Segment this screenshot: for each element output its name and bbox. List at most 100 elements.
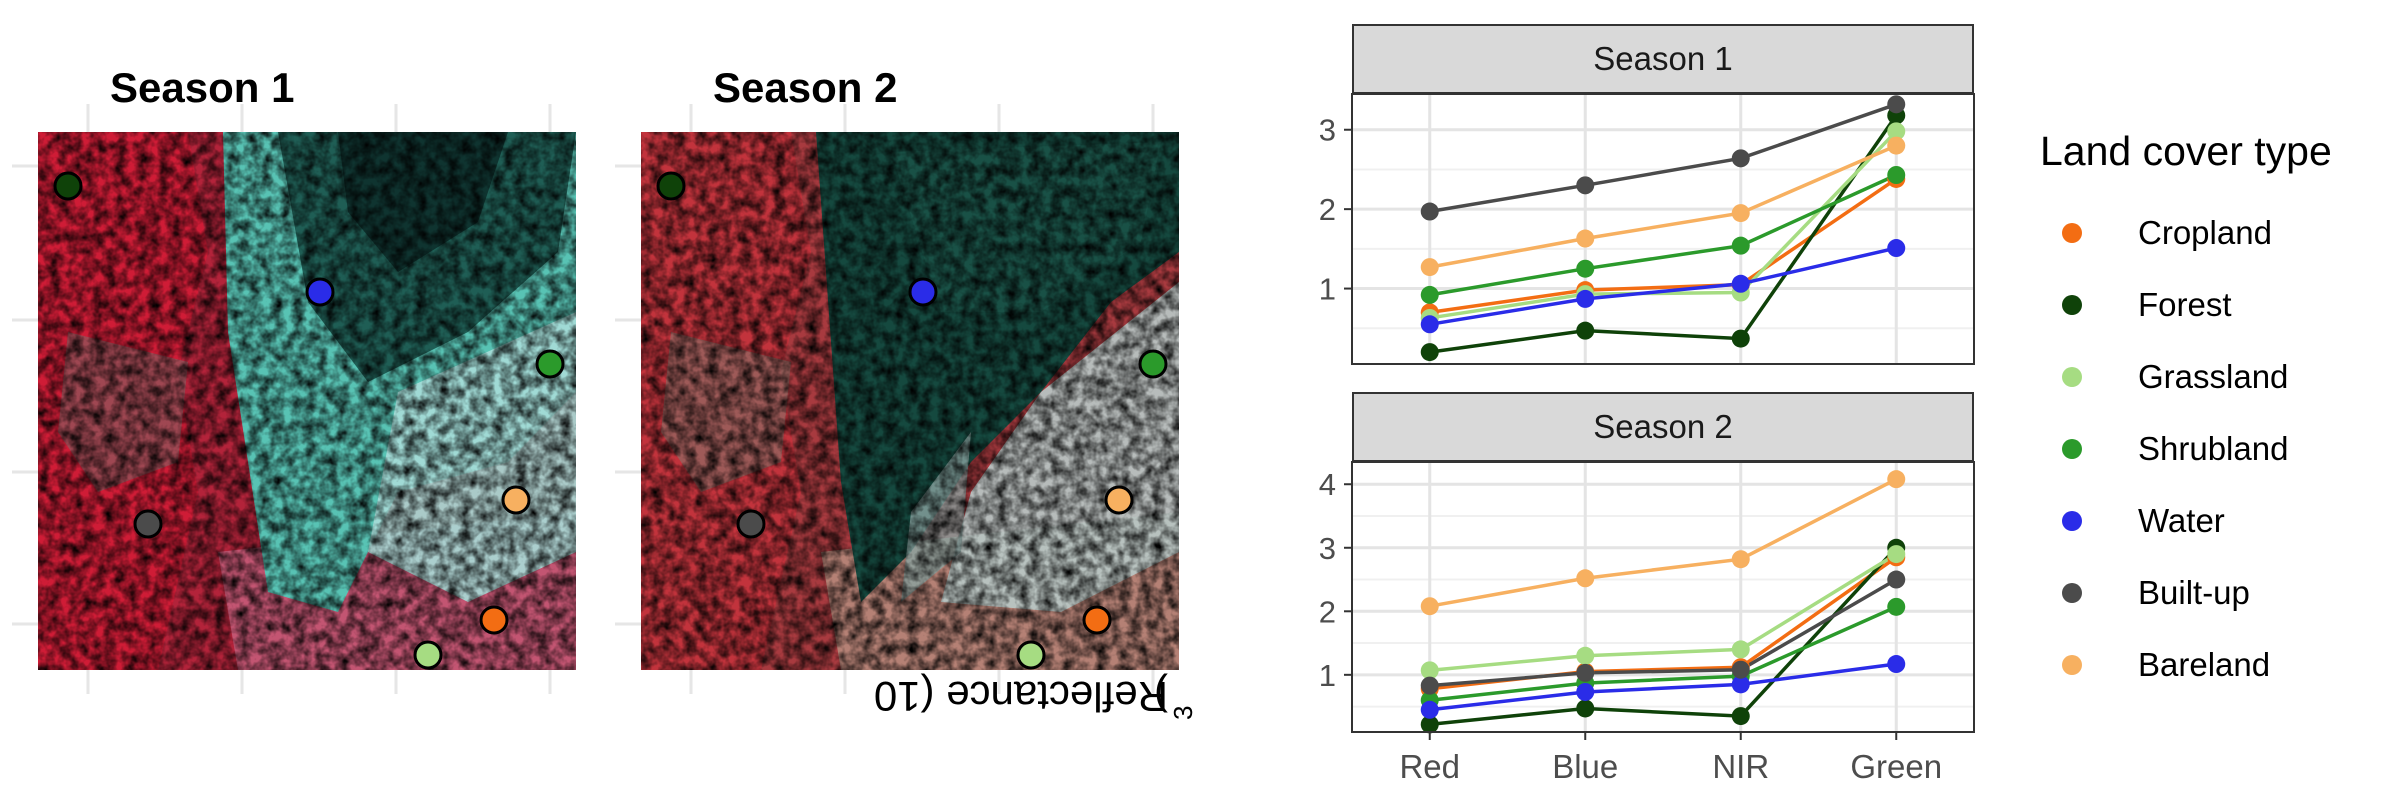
- data-point-grassland: [1420, 661, 1439, 680]
- series-line-built-up: [1429, 102, 1897, 214]
- data-point-built-up: [1576, 176, 1595, 195]
- map-point-shrubland: [535, 349, 565, 379]
- data-point-water: [1420, 315, 1439, 334]
- panel-border: [1351, 93, 1975, 365]
- legend-key-dot: [2062, 367, 2082, 387]
- data-point-water: [1887, 655, 1906, 674]
- map-point-shrubland: [1138, 349, 1168, 379]
- series-line-cropland: [1429, 177, 1898, 315]
- map-point-water: [305, 277, 335, 307]
- x-tick-label: Red: [1399, 748, 1460, 785]
- data-point-forest: [1576, 699, 1595, 718]
- legend-label: Cropland: [2138, 214, 2272, 251]
- legend-key-dot: [2062, 511, 2082, 531]
- series-line-water: [1429, 662, 1897, 712]
- data-point-water: [1420, 700, 1439, 719]
- y-tick-label: 3: [1319, 531, 1336, 566]
- data-point-shrubland: [1576, 259, 1595, 278]
- series-line-shrubland: [1429, 173, 1897, 297]
- series-line-bareland: [1429, 477, 1898, 608]
- map-point-bareland: [1104, 485, 1134, 515]
- map-point-bareland: [501, 485, 531, 515]
- series-line-forest: [1429, 114, 1898, 354]
- y-tick-label: 3: [1319, 113, 1336, 148]
- legend-key-dot: [2062, 655, 2082, 675]
- y-tick-label: 2: [1319, 192, 1336, 227]
- legend-label: Built-up: [2138, 574, 2250, 611]
- series-line-water: [1429, 246, 1897, 327]
- series-line-shrubland: [1429, 605, 1897, 702]
- data-point-built-up: [1887, 570, 1906, 589]
- x-tick-label: Green: [1850, 748, 1942, 785]
- map-point-grassland: [413, 640, 443, 670]
- map-point-forest: [656, 171, 686, 201]
- data-point-water: [1887, 239, 1906, 258]
- legend-key-dot: [2062, 295, 2082, 315]
- x-tick-label: NIR: [1712, 748, 1769, 785]
- series-line-built-up: [1429, 578, 1898, 688]
- map-point-grassland: [1016, 640, 1046, 670]
- data-point-water: [1731, 274, 1750, 293]
- map-title-season-1: Season 1: [110, 64, 295, 111]
- data-point-bareland: [1420, 597, 1439, 616]
- data-point-shrubland: [1887, 597, 1906, 616]
- map-point-forest: [53, 171, 83, 201]
- map-point-built-up: [133, 509, 163, 539]
- data-point-water: [1576, 682, 1595, 701]
- data-point-bareland: [1576, 569, 1595, 588]
- facet-panel-2: 1 2 3 4: [1319, 461, 1975, 734]
- legend-key-dot: [2062, 439, 2082, 459]
- satellite-map-season-2: [641, 132, 1179, 670]
- data-point-grassland: [1731, 640, 1750, 659]
- legend-key-dot: [2062, 583, 2082, 603]
- y-tick-label: 4: [1319, 467, 1336, 502]
- data-point-water: [1731, 675, 1750, 694]
- data-point-forest: [1731, 329, 1750, 348]
- data-point-bareland: [1576, 229, 1595, 248]
- legend-label: Water: [2138, 502, 2225, 539]
- data-point-water: [1576, 289, 1595, 308]
- legend-label: Bareland: [2138, 646, 2271, 683]
- legend-key-dot: [2062, 223, 2082, 243]
- data-point-grassland: [1576, 646, 1595, 665]
- series-line-forest: [1429, 546, 1898, 727]
- y-tick-label: 2: [1319, 594, 1336, 629]
- data-point-bareland: [1887, 470, 1906, 489]
- data-point-built-up: [1576, 663, 1595, 682]
- data-point-built-up: [1731, 149, 1750, 168]
- data-point-forest: [1420, 343, 1439, 362]
- data-point-shrubland: [1887, 166, 1906, 184]
- data-point-built-up: [1420, 676, 1439, 695]
- data-point-bareland: [1420, 258, 1439, 277]
- data-point-grassland: [1887, 545, 1906, 564]
- data-point-grassland: [1887, 122, 1906, 141]
- facet-strip-season-2: Season 2: [1352, 392, 1974, 462]
- data-point-forest: [1576, 321, 1595, 340]
- series-line-bareland: [1429, 144, 1897, 269]
- series-line-grassland: [1429, 552, 1898, 673]
- legend-label: Grassland: [2138, 358, 2289, 395]
- data-point-forest: [1420, 715, 1439, 734]
- x-tick-label: Blue: [1552, 748, 1618, 785]
- map-tick-grid: [12, 104, 1155, 694]
- data-point-bareland: [1731, 550, 1750, 569]
- data-point-built-up: [1887, 95, 1906, 114]
- map-point-water: [908, 277, 938, 307]
- map-point-cropland: [479, 605, 509, 635]
- map-point-built-up: [736, 509, 766, 539]
- data-point-built-up: [1731, 660, 1750, 679]
- data-point-bareland: [1887, 136, 1906, 155]
- data-point-bareland: [1731, 204, 1750, 223]
- data-point-shrubland: [1731, 236, 1750, 255]
- y-tick-label: 1: [1319, 272, 1336, 307]
- legend-label: Shrubland: [2138, 430, 2289, 467]
- data-point-shrubland: [1420, 285, 1439, 304]
- map-point-cropland: [1082, 605, 1112, 635]
- legend-label: Forest: [2138, 286, 2232, 323]
- data-point-built-up: [1420, 202, 1439, 221]
- y-tick-label: 1: [1319, 658, 1336, 693]
- map-title-season-2: Season 2: [713, 64, 898, 111]
- legend-title: Land cover type: [2040, 128, 2332, 174]
- data-point-forest: [1731, 707, 1750, 726]
